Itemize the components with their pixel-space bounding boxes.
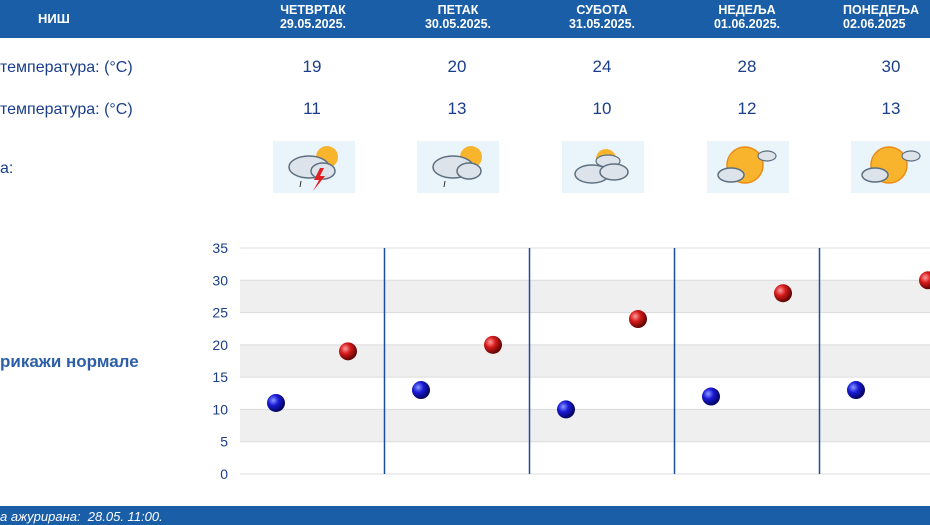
day-name: НЕДЕЉА [718,3,776,17]
y-tick-label: 10 [212,401,228,417]
y-tick-label: 15 [212,369,228,385]
day-date: 31.05.2025. [568,17,636,31]
max-temp-value: 30 [881,57,901,76]
min-temp-label: температура: (°C) [0,101,133,118]
thunderstorm-cloud-sun-icon [273,141,355,193]
temperature-chart: 0 5 10 15 20 25 30 35 [212,240,930,482]
rain-cloud-sun-icon [417,141,499,193]
min-temp-row: температура: (°C) 11 13 10 12 13 [0,99,930,139]
mostly-sunny-icon [851,141,930,193]
min-temp-value: 11 [303,99,321,118]
y-tick-label: 20 [212,337,228,353]
max-temp-value: 28 [737,57,757,76]
day-header: ПОНЕДЕЉА 02.06.2025 [815,3,930,31]
min-temp-point [267,393,285,412]
day-date: 30.05.2025. [424,17,492,31]
y-tick-label: 0 [220,466,228,482]
min-temp-value: 10 [592,99,612,118]
min-temp-point [702,387,720,406]
day-date: 02.06.2025 [843,17,906,31]
max-temp-point [919,271,930,290]
day-name: СУБОТА [576,3,628,17]
max-temp-value: 20 [447,57,467,76]
min-temp-point [847,381,865,400]
grid-band [240,409,930,442]
max-temp-row: температура: (°C) 19 20 24 28 30 [0,57,930,97]
max-temp-value: 24 [592,57,612,76]
day-name: ПОНЕДЕЉА [843,3,920,17]
max-temp-point [484,335,502,354]
partly-cloudy-icon [562,141,644,193]
show-normals-toggle[interactable]: рикажи нормале [0,352,139,371]
city-name: НИШ [38,11,70,26]
day-header: ЧЕТВРТАК 29.05.2025. [238,3,388,31]
max-temp-label: температура: (°C) [0,59,133,76]
day-header: СУБОТА 31.05.2025. [527,3,677,31]
max-temp-point [339,342,357,361]
min-temp-value: 13 [447,99,467,118]
grid-band [240,280,930,313]
y-tick-label: 30 [212,272,228,288]
y-tick-label: 25 [212,305,228,321]
forecast-header: НИШ ЧЕТВРТАК 29.05.2025. ПЕТАК 30.05.2025.… [0,0,930,38]
min-temp-value: 13 [881,99,901,118]
last-updated-text: а ажурирана: 28.05. 11:00. [0,509,163,524]
min-temp-point [557,400,575,419]
max-temp-point [774,284,792,303]
day-name: ПЕТАК [437,3,479,17]
day-date: 29.05.2025. [279,17,347,31]
min-temp-point [412,381,430,400]
footer-bar: а ажурирана: 28.05. 11:00. [0,506,930,525]
max-temp-point [629,310,647,329]
day-name: ЧЕТВРТАК [280,3,346,17]
day-header: НЕДЕЉА 01.06.2025. [672,3,822,31]
min-temp-value: 12 [737,99,757,118]
mostly-sunny-icon [707,141,789,193]
max-temp-value: 19 [302,57,322,76]
day-date: 01.06.2025. [713,17,781,31]
y-tick-label: 35 [212,240,228,256]
weather-label: а: [0,160,14,177]
y-tick-label: 5 [220,434,228,450]
day-header: ПЕТАК 30.05.2025. [383,3,533,31]
